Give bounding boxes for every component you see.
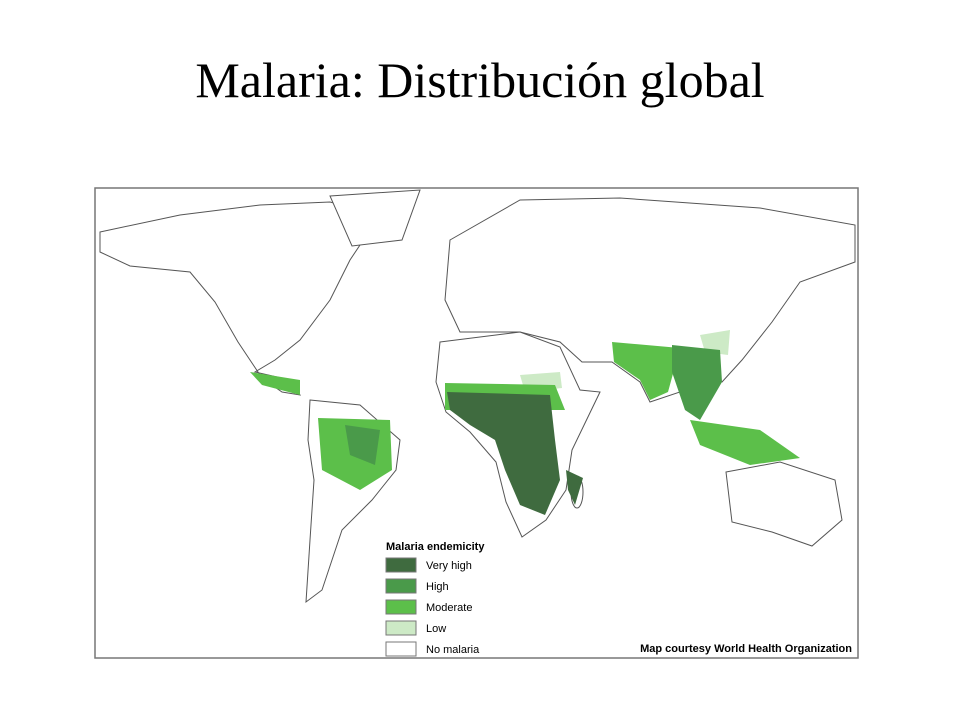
legend-swatch xyxy=(385,557,417,573)
legend-swatch xyxy=(385,599,417,615)
moderate-area xyxy=(250,342,800,490)
high-area xyxy=(345,345,722,465)
legend-label: Moderate xyxy=(426,602,472,614)
map xyxy=(94,187,859,659)
legend-label: Very high xyxy=(426,560,472,572)
greenland xyxy=(329,189,421,247)
map-credit: Map courtesy World Health Organization xyxy=(640,643,852,655)
legend: Malaria endemicity Very high High Moderate… xyxy=(385,541,485,657)
legend-swatch xyxy=(385,578,417,594)
legend-swatch xyxy=(385,620,417,636)
legend-swatch xyxy=(385,641,417,657)
legend-label: Low xyxy=(426,623,446,635)
legend-label: High xyxy=(426,581,449,593)
very-high-area xyxy=(447,392,583,515)
australia xyxy=(725,461,843,547)
legend-label: No malaria xyxy=(426,644,480,656)
legend-title: Malaria endemicity xyxy=(386,541,485,553)
slide-title: Malaria: Distribución global xyxy=(195,52,764,108)
